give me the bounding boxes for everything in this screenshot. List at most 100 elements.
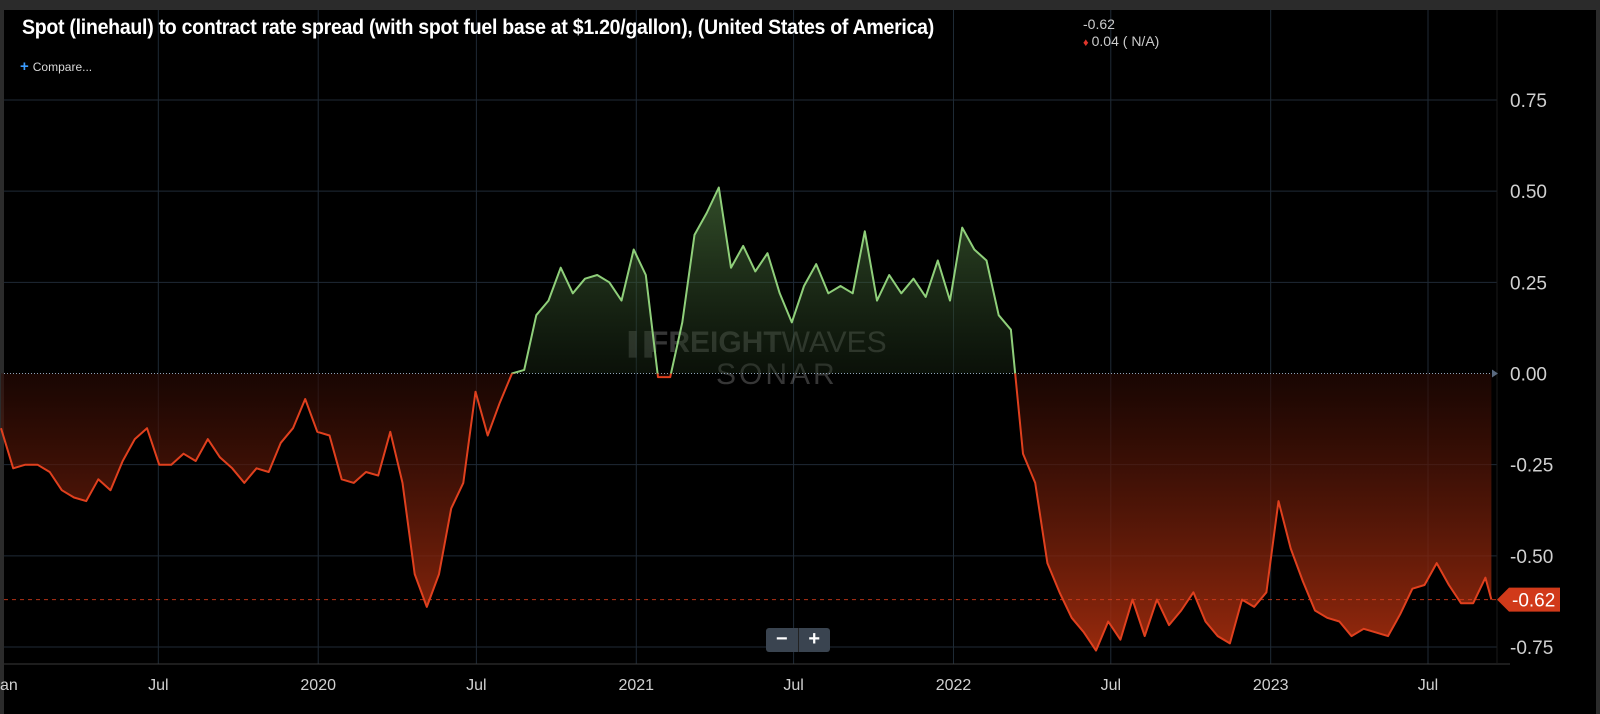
data-point[interactable] xyxy=(766,251,770,255)
data-point[interactable] xyxy=(145,426,149,430)
data-point[interactable] xyxy=(1252,605,1256,609)
data-point[interactable] xyxy=(960,226,964,230)
data-point[interactable] xyxy=(863,229,867,233)
data-point[interactable] xyxy=(851,291,855,295)
data-point[interactable] xyxy=(1143,634,1147,638)
data-point[interactable] xyxy=(255,466,259,470)
data-point[interactable] xyxy=(133,437,137,441)
data-point[interactable] xyxy=(1398,612,1402,616)
data-point[interactable] xyxy=(230,466,234,470)
data-point[interactable] xyxy=(1337,620,1341,624)
data-point[interactable] xyxy=(376,474,380,478)
data-point[interactable] xyxy=(607,280,611,284)
data-point[interactable] xyxy=(1228,641,1232,645)
data-point[interactable] xyxy=(595,273,599,277)
data-point[interactable] xyxy=(1423,583,1427,587)
data-point[interactable] xyxy=(985,259,989,263)
data-point[interactable] xyxy=(644,273,648,277)
data-point[interactable] xyxy=(839,284,843,288)
data-point[interactable] xyxy=(1216,634,1220,638)
data-point[interactable] xyxy=(48,470,52,474)
data-point[interactable] xyxy=(206,437,210,441)
data-point[interactable] xyxy=(1106,620,1110,624)
data-point[interactable] xyxy=(559,266,563,270)
data-point[interactable] xyxy=(157,463,161,467)
data-point[interactable] xyxy=(1167,623,1171,627)
data-point[interactable] xyxy=(741,244,745,248)
data-point[interactable] xyxy=(1325,616,1329,620)
data-point[interactable] xyxy=(620,299,624,303)
data-point[interactable] xyxy=(169,463,173,467)
data-point[interactable] xyxy=(1313,609,1317,613)
data-point[interactable] xyxy=(571,291,575,295)
data-point[interactable] xyxy=(1179,609,1183,613)
data-point[interactable] xyxy=(729,266,733,270)
data-point[interactable] xyxy=(656,375,660,379)
data-point[interactable] xyxy=(1435,561,1439,565)
data-point[interactable] xyxy=(1301,579,1305,583)
data-point[interactable] xyxy=(826,291,830,295)
data-point[interactable] xyxy=(802,284,806,288)
data-point[interactable] xyxy=(875,299,879,303)
data-point[interactable] xyxy=(1204,620,1208,624)
data-point[interactable] xyxy=(778,291,782,295)
data-point[interactable] xyxy=(632,248,636,252)
zoom-out-button[interactable]: − xyxy=(775,628,788,650)
data-point[interactable] xyxy=(717,186,721,190)
data-point[interactable] xyxy=(388,430,392,434)
data-point[interactable] xyxy=(1459,601,1463,605)
data-point[interactable] xyxy=(328,434,332,438)
data-point[interactable] xyxy=(547,299,551,303)
data-point[interactable] xyxy=(182,452,186,456)
data-point[interactable] xyxy=(364,470,368,474)
data-point[interactable] xyxy=(534,313,538,317)
data-point[interactable] xyxy=(60,488,64,492)
data-point[interactable] xyxy=(401,481,405,485)
data-point[interactable] xyxy=(1386,634,1390,638)
data-point[interactable] xyxy=(340,477,344,481)
data-point[interactable] xyxy=(437,572,441,576)
data-point[interactable] xyxy=(1021,452,1025,456)
data-point[interactable] xyxy=(924,295,928,299)
data-point[interactable] xyxy=(1362,627,1366,631)
data-point[interactable] xyxy=(11,466,15,470)
data-point[interactable] xyxy=(583,277,587,281)
data-point[interactable] xyxy=(242,481,246,485)
data-point[interactable] xyxy=(279,441,283,445)
data-point[interactable] xyxy=(1082,630,1086,634)
data-point[interactable] xyxy=(96,477,100,481)
data-point[interactable] xyxy=(997,313,1001,317)
data-point[interactable] xyxy=(972,248,976,252)
data-point[interactable] xyxy=(1118,638,1122,642)
data-point[interactable] xyxy=(486,434,490,438)
data-point[interactable] xyxy=(510,372,514,376)
data-point[interactable] xyxy=(1058,590,1062,594)
data-point[interactable] xyxy=(1410,587,1414,591)
data-point[interactable] xyxy=(461,481,465,485)
data-point[interactable] xyxy=(23,463,27,467)
data-point[interactable] xyxy=(948,299,952,303)
data-point[interactable] xyxy=(522,368,526,372)
data-point[interactable] xyxy=(1471,601,1475,605)
data-point[interactable] xyxy=(912,277,916,281)
data-point[interactable] xyxy=(705,211,709,215)
data-point[interactable] xyxy=(668,375,672,379)
data-point[interactable] xyxy=(1483,576,1487,580)
data-point[interactable] xyxy=(303,397,307,401)
data-point[interactable] xyxy=(887,273,891,277)
compare-button[interactable]: + Compare... xyxy=(20,58,92,75)
data-point[interactable] xyxy=(790,320,794,324)
data-point[interactable] xyxy=(1447,583,1451,587)
data-point[interactable] xyxy=(267,470,271,474)
data-point[interactable] xyxy=(315,430,319,434)
data-point[interactable] xyxy=(1240,598,1244,602)
data-point[interactable] xyxy=(194,459,198,463)
data-point[interactable] xyxy=(1277,499,1281,503)
data-point[interactable] xyxy=(218,455,222,459)
data-point[interactable] xyxy=(1045,561,1049,565)
data-point[interactable] xyxy=(1094,649,1098,653)
data-point[interactable] xyxy=(72,496,76,500)
data-point[interactable] xyxy=(413,572,417,576)
data-point[interactable] xyxy=(449,506,453,510)
data-point[interactable] xyxy=(291,426,295,430)
